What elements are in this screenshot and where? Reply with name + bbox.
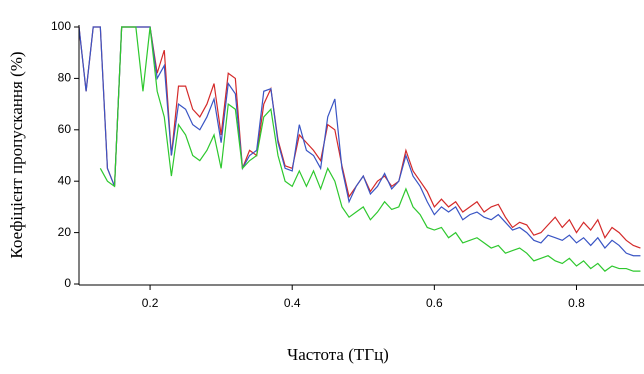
x-tick-label: 0.2 [142, 296, 159, 310]
data-line [79, 26, 641, 249]
y-axis-title: Коефіцієнт пропускання (%) [7, 51, 26, 258]
x-tick-label: 0.6 [426, 296, 443, 310]
y-tick-label: 60 [58, 122, 72, 136]
x-tick-label: 0.4 [284, 296, 301, 310]
data-line [79, 26, 641, 257]
x-axis-title: Частота (ТГц) [287, 345, 389, 364]
y-tick-label: 80 [58, 71, 72, 85]
data-line [99, 26, 641, 272]
x-tick-label: 0.8 [568, 296, 585, 310]
y-tick-label: 0 [64, 276, 71, 290]
y-tick-label: 40 [58, 173, 72, 187]
plot-area [79, 26, 641, 272]
y-tick-label: 100 [51, 19, 71, 33]
y-tick-label: 20 [58, 225, 72, 239]
